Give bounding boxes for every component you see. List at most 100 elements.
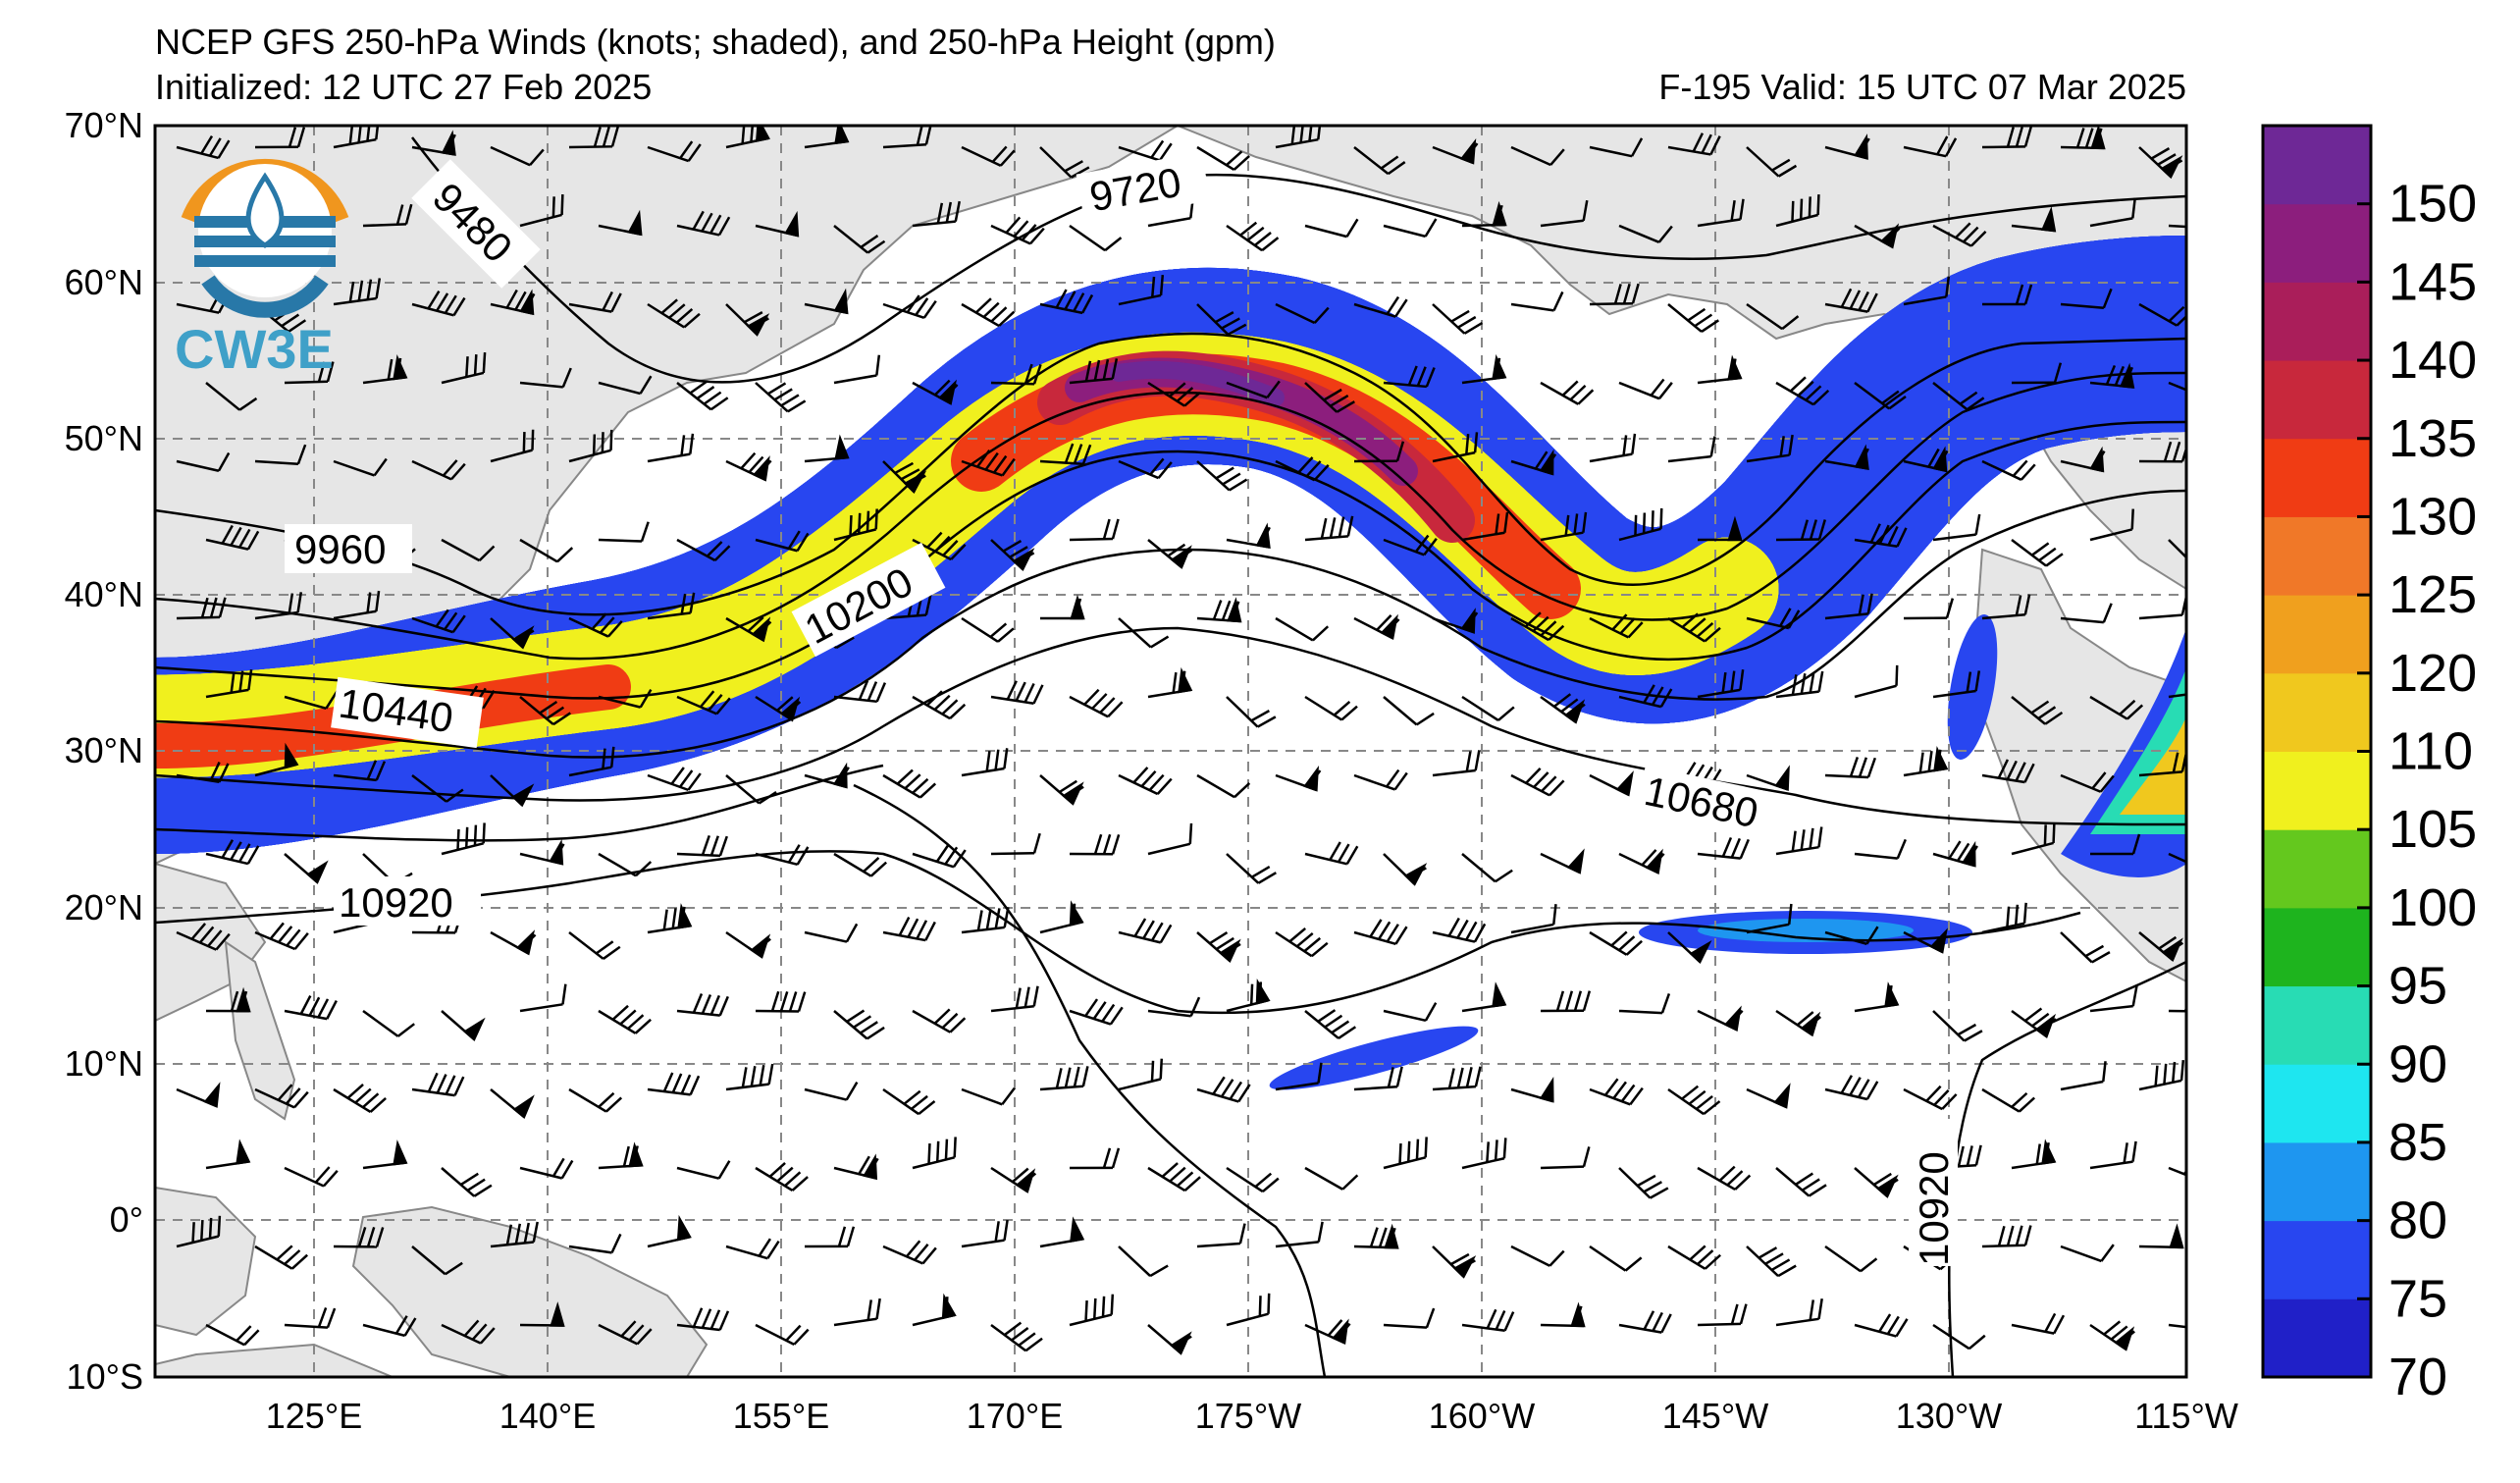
wind-barb — [1275, 302, 1330, 325]
wind-barb — [362, 353, 408, 385]
wind-barb — [1039, 900, 1084, 934]
wind-barb — [176, 597, 227, 620]
wind-barb — [1746, 146, 1798, 178]
wind-barb — [598, 1004, 652, 1034]
wind-barb — [411, 1072, 465, 1097]
wind-barb — [647, 903, 693, 934]
wind-barb — [2138, 931, 2184, 963]
wind-barb — [755, 844, 810, 867]
wind-barb — [990, 680, 1044, 705]
wind-barb — [205, 669, 253, 699]
wind-barb — [1461, 1138, 1507, 1170]
wind-barb — [1196, 145, 1250, 171]
wind-barb — [1275, 616, 1330, 642]
wind-barb — [1510, 611, 1565, 642]
wind-barb — [1981, 459, 2036, 481]
wind-barb — [1383, 1002, 1438, 1023]
wind-barb — [2138, 1060, 2185, 1091]
wind-barb — [1353, 768, 1408, 791]
colorbar-label: 110 — [2389, 722, 2473, 781]
wind-barb — [284, 995, 338, 1021]
wind-barb — [1540, 200, 1589, 228]
wind-barb — [755, 990, 807, 1013]
wind-barb — [519, 194, 564, 228]
wind-barb — [1667, 303, 1720, 334]
wind-barb — [1854, 981, 1900, 1013]
wind-barb — [1461, 853, 1513, 883]
wind-barb — [1196, 1076, 1251, 1103]
wind-barb — [2089, 833, 2141, 856]
wind-barb — [2089, 197, 2136, 228]
wind-barb — [2060, 288, 2113, 309]
wind-barb — [1461, 511, 1509, 542]
wind-barb — [725, 774, 777, 805]
lon-label: 115°W — [2134, 1396, 2238, 1436]
wind-barb — [961, 616, 1015, 643]
wind-barb — [254, 742, 299, 777]
wind-barb — [676, 1160, 731, 1180]
wind-barb — [1510, 291, 1564, 312]
wind-barb — [2089, 1320, 2135, 1351]
lon-label: 140°E — [499, 1396, 596, 1436]
colorbar-label: 140 — [2389, 331, 2477, 390]
wind-barb — [961, 145, 1016, 167]
wind-barb — [490, 617, 535, 650]
wind-barb — [176, 923, 231, 951]
wind-barb — [2089, 1140, 2137, 1170]
wind-barb — [1589, 1078, 1644, 1106]
wind-barb — [1697, 1165, 1752, 1192]
wind-barb — [1697, 198, 1745, 228]
wind-barb — [1746, 1245, 1797, 1278]
wind-barb — [568, 931, 621, 960]
wind-barb — [647, 592, 696, 620]
wind-barb — [961, 1086, 1016, 1106]
wind-barb — [2138, 1223, 2184, 1249]
wind-barb — [912, 1008, 967, 1033]
wind-barb — [490, 1221, 539, 1248]
wind-barb — [1697, 1005, 1744, 1032]
wind-barb — [1589, 283, 1640, 306]
wind-barb — [1540, 1146, 1591, 1170]
colorbar-label: 125 — [2389, 565, 2477, 624]
wind-barb — [411, 1245, 463, 1276]
wind-barb — [1196, 597, 1242, 623]
wind-barb — [1353, 295, 1408, 318]
wind-barb — [1618, 1167, 1669, 1199]
wind-barb — [2168, 539, 2186, 571]
wind-barb — [804, 1081, 859, 1101]
wind-barbs — [176, 126, 2186, 1355]
wind-barb — [833, 508, 878, 542]
wind-barb — [1461, 695, 1515, 722]
lon-label: 160°W — [1429, 1396, 1535, 1436]
wind-barb — [284, 1166, 339, 1188]
colorbar-label: 100 — [2389, 878, 2477, 937]
wind-barb — [2138, 146, 2183, 180]
colorbar-label: 85 — [2389, 1113, 2447, 1172]
wind-barb — [1147, 1162, 1201, 1192]
wind-barb — [1226, 1293, 1271, 1327]
wind-barb — [1304, 382, 1355, 413]
wind-barb — [1069, 833, 1121, 856]
colorbar-label: 80 — [2389, 1192, 2447, 1250]
wind-barb — [1697, 354, 1743, 385]
wind-barb — [284, 853, 329, 884]
wind-barb — [833, 1009, 885, 1040]
colorbar-swatch — [2263, 985, 2371, 1065]
wind-barb — [362, 1315, 417, 1338]
wind-barb — [490, 145, 545, 167]
wind-barb — [1775, 1009, 1822, 1037]
wind-barb — [1039, 289, 1094, 315]
wind-barb — [1226, 696, 1277, 728]
contour-label-10920-east: 10920 — [1911, 1151, 1957, 1266]
wind-barb — [882, 916, 936, 942]
wind-barb — [1226, 979, 1271, 1013]
wind-barb — [833, 680, 887, 704]
wind-barb — [284, 1307, 337, 1329]
wind-barb — [490, 929, 537, 956]
wind-barb — [1304, 218, 1359, 238]
wind-barb — [676, 834, 728, 858]
wind-barb — [1432, 303, 1483, 335]
wind-barb — [912, 379, 959, 405]
lat-label: 20°N — [65, 887, 143, 927]
wind-barb — [1069, 688, 1124, 718]
